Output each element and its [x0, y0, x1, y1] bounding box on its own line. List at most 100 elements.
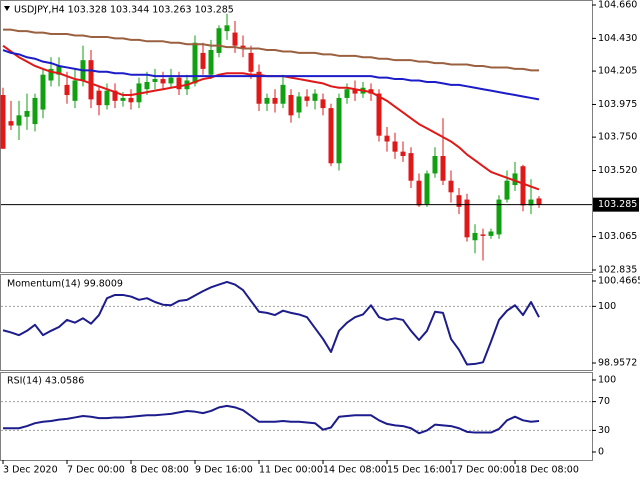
- candle-body: [304, 96, 310, 101]
- indicator-line: [2, 280, 540, 366]
- y-tick-label: 0: [598, 447, 604, 458]
- candle-body: [48, 68, 54, 81]
- candle-body: [320, 99, 326, 109]
- candle-body: [488, 231, 494, 236]
- candle-body: [168, 77, 174, 84]
- y-tick-label: 103.750: [598, 132, 637, 143]
- last-price-box: [593, 197, 639, 212]
- indicator-line: [2, 49, 540, 101]
- candle-body: [280, 84, 286, 104]
- candle-body: [344, 89, 350, 98]
- candle-body: [448, 180, 454, 193]
- x-tick-label: 8 Dec 08:00: [131, 465, 189, 476]
- candle-body: [424, 173, 430, 204]
- candle-body: [224, 25, 230, 32]
- y-tick-label: 104.660: [598, 0, 637, 11]
- candle-body: [256, 71, 262, 104]
- candle-body: [192, 42, 198, 84]
- candle-body: [72, 80, 78, 101]
- symbol-menu-icon[interactable]: [4, 6, 10, 11]
- candle-body: [264, 97, 270, 104]
- candle-body: [32, 97, 38, 125]
- candle-body: [152, 79, 158, 82]
- candle-body: [24, 111, 30, 117]
- y-tick-label: 70: [598, 396, 610, 407]
- panel-title: Momentum(14) 99.8009: [7, 279, 123, 290]
- candle-body: [240, 45, 246, 49]
- candle-body: [296, 96, 302, 113]
- candle-body: [512, 173, 518, 186]
- x-tick-label: 18 Dec 08:00: [515, 465, 579, 476]
- candle-body: [104, 90, 110, 106]
- candle-body: [200, 52, 206, 69]
- y-tick-label: 100.4665: [598, 276, 640, 287]
- candle-body: [328, 108, 334, 164]
- candle-body: [144, 81, 150, 90]
- last-price-label: 103.285: [598, 199, 637, 210]
- candle-body: [56, 65, 62, 75]
- y-tick-label: 103.520: [598, 165, 637, 176]
- candle-body: [496, 199, 502, 235]
- candle-body: [88, 60, 94, 100]
- candle-body: [464, 199, 470, 238]
- candle-body: [520, 166, 526, 206]
- candle-body: [528, 199, 534, 206]
- candle-body: [480, 234, 486, 236]
- candle-body: [16, 115, 22, 126]
- candle-body: [440, 156, 446, 181]
- candle-body: [232, 32, 238, 46]
- x-tick-label: 17 Dec 00:00: [451, 465, 515, 476]
- candle-body: [416, 180, 422, 206]
- y-tick-label: 103.065: [598, 231, 637, 242]
- candle-body: [432, 156, 438, 174]
- candle-body: [392, 141, 398, 152]
- y-tick-label: 103.975: [598, 99, 637, 110]
- candle-body: [288, 95, 294, 116]
- y-tick-label: 104.430: [598, 33, 637, 44]
- candle-body: [472, 232, 478, 241]
- candle-body: [384, 135, 390, 142]
- candle-body: [128, 97, 134, 103]
- candle-body: [120, 97, 126, 101]
- rsi-panel-frame: [0, 372, 593, 461]
- candle-body: [536, 198, 542, 205]
- x-tick-label: 3 Dec 2020: [3, 465, 58, 476]
- candle-body: [112, 90, 118, 101]
- candle-body: [216, 28, 222, 53]
- candle-body: [8, 121, 14, 126]
- indicator-line: [3, 28, 539, 72]
- candle-body: [208, 50, 214, 75]
- panel-title: RSI(14) 43.0586: [7, 376, 84, 387]
- candle-body: [504, 180, 510, 200]
- y-tick-label: 104.205: [598, 66, 637, 77]
- candle-body: [408, 153, 414, 181]
- momentum-panel-frame: [0, 274, 593, 371]
- candle-body: [160, 79, 166, 84]
- candle-body: [0, 95, 6, 149]
- candle-body: [352, 89, 358, 94]
- candle-body: [248, 52, 254, 72]
- candle-body: [40, 74, 46, 110]
- y-tick-label: 102.835: [598, 265, 637, 276]
- candle-body: [400, 151, 406, 157]
- candle-body: [456, 195, 462, 207]
- x-tick-label: 15 Dec 16:00: [387, 465, 451, 476]
- y-tick-label: 30: [598, 425, 610, 436]
- candle-body: [336, 97, 342, 164]
- candle-body: [64, 84, 70, 96]
- y-tick-label: 100: [598, 375, 616, 386]
- candle-body: [272, 97, 278, 104]
- candle-body: [312, 93, 318, 101]
- indicator-line: [3, 404, 540, 435]
- candle-body: [96, 90, 102, 106]
- panel-title: USDJPY,H4 103.328 103.344 103.263 103.28…: [14, 5, 234, 16]
- candle-body: [176, 77, 182, 90]
- x-tick-label: 11 Dec 00:00: [259, 465, 323, 476]
- y-tick-label: 100: [598, 301, 616, 312]
- x-tick-label: 9 Dec 16:00: [195, 465, 253, 476]
- y-tick-label: 98.9572: [598, 358, 637, 369]
- x-tick-label: 7 Dec 00:00: [67, 465, 125, 476]
